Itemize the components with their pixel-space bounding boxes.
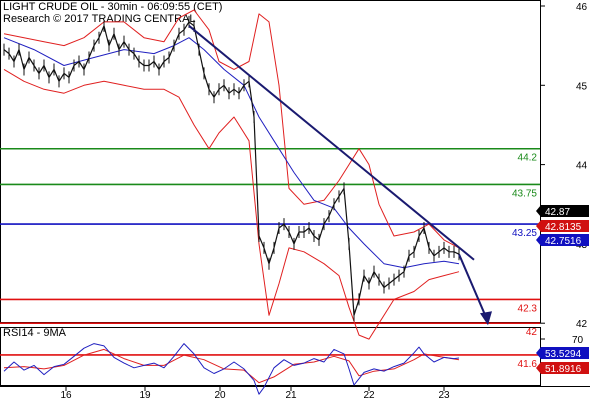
level-label-43-75: 43.75 [512,188,537,199]
rsi-y-tick-label: 70 [572,335,584,346]
level-label-41-6: 41.6 [518,359,538,370]
x-tick-label: 19 [139,390,151,400]
projection-arrowhead [480,311,492,326]
downtrend-line [188,25,475,261]
price-tag-black [541,205,589,217]
rsi-ma-line [3,348,460,384]
projection-arrow-shaft [458,253,487,318]
y-tick-label: 45 [576,81,588,92]
y-tick-label: 46 [576,2,588,13]
x-tick-label: 22 [363,390,375,400]
x-tick-label: 23 [438,390,450,400]
rsi-title: RSI14 - 9MA [3,327,66,339]
x-tick-label: 16 [60,390,72,400]
price-tag-pointer [536,220,541,232]
rsi-tag-pointer [536,347,541,359]
rsi-tag-label: 51.8916 [545,364,582,375]
price-line [3,21,460,316]
price-tag-pointer [536,234,541,246]
copyright-line: Research © 2017 TRADING CENTRAL [3,13,196,25]
price-tag-red [541,220,589,232]
level-label-42-3: 42.3 [518,303,538,314]
chart-title: LIGHT CRUDE OIL - 30min - 06:09:55 (CET) [3,1,223,13]
bollinger-lower-line [3,68,460,340]
bollinger-upper-line [3,9,460,249]
y-tick-label: 44 [576,161,588,172]
moving-average-line [3,37,460,269]
price-tag-label: 42.7516 [545,236,582,247]
x-tick-label: 21 [285,390,297,400]
price-tag-blue [541,234,589,246]
main-plot-frame [0,0,541,323]
level-label-43-25: 43.25 [512,228,537,239]
rsi-tag-pointer [536,362,541,374]
y-tick-label: 42 [576,319,588,330]
level-label-42: 42 [526,327,538,338]
x-tick-label: 20 [214,390,226,400]
rsi-tag-red [541,362,589,374]
price-tag-pointer [536,205,541,217]
rsi-tag-blue [541,347,589,359]
price-tag-label: 42.87 [545,207,570,218]
price-tag-label: 42.8135 [545,222,582,233]
rsi-line [3,343,460,395]
level-label-44-2: 44.2 [518,153,538,164]
rsi-tag-label: 53.5294 [545,349,582,360]
